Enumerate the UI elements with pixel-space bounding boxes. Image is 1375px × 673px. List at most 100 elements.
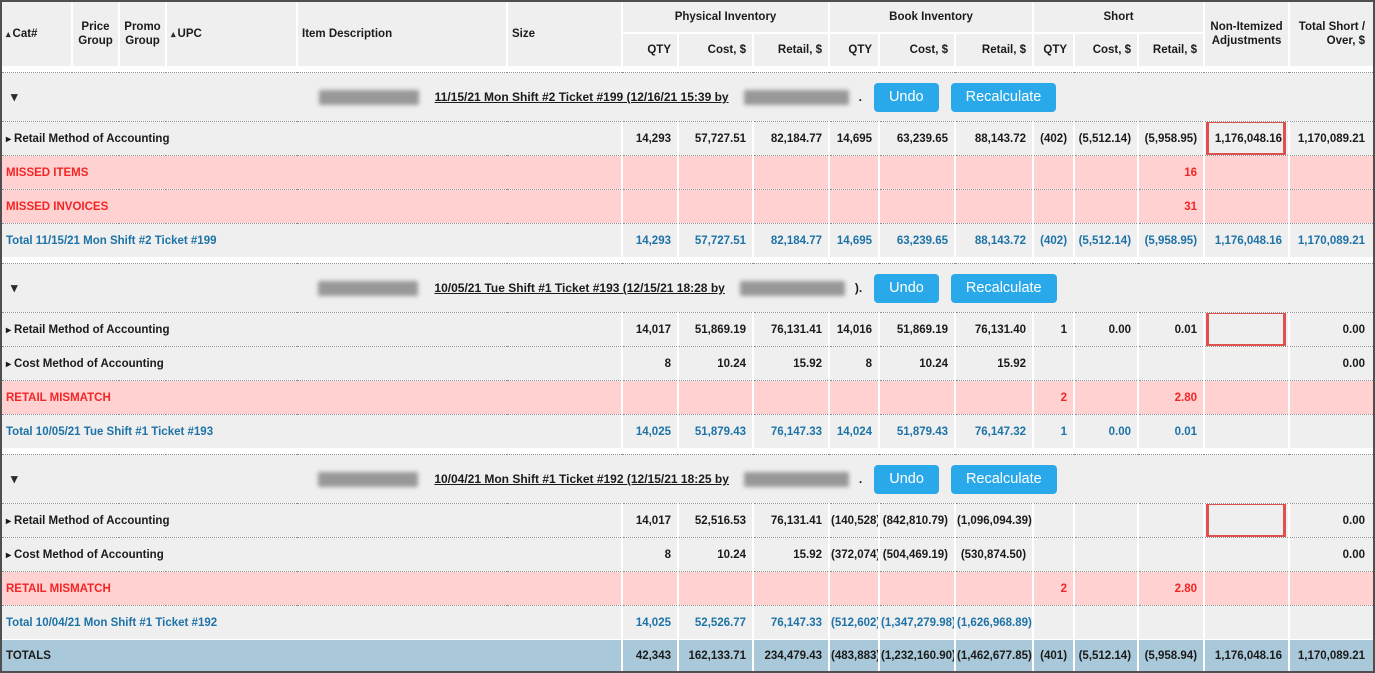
value-cell: [954, 571, 1034, 606]
value-cell: (1,347,279.98): [878, 605, 956, 640]
collapse-section-icon[interactable]: ▾: [11, 280, 18, 295]
value-cell: 76,131.40: [954, 312, 1034, 347]
cell-value: (5,512.14): [1078, 649, 1132, 662]
column-header-upc[interactable]: ▴ UPC: [165, 2, 297, 66]
cell-value: (1,626,968.89): [957, 616, 1032, 629]
group-header-physical-inventory: Physical Inventory: [620, 2, 830, 34]
cell-value: 16: [1184, 166, 1198, 179]
value-cell: 0.01: [1137, 414, 1205, 448]
undo-button[interactable]: Undo: [874, 464, 939, 494]
value-cell: 2.80: [1137, 571, 1205, 606]
value-cell: [1288, 414, 1374, 448]
recalculate-button[interactable]: Recalculate: [950, 273, 1057, 303]
collapse-section-icon[interactable]: ▾: [11, 471, 18, 486]
row-label[interactable]: ▸ Cost Method of Accounting: [2, 346, 622, 381]
value-cell: 2.80: [1137, 380, 1205, 415]
value-cell: 51,869.19: [878, 312, 956, 347]
row-label: RETAIL MISMATCH: [2, 571, 622, 606]
column-header-non-itemized-adjustments: Non-Itemized Adjustments: [1203, 2, 1290, 66]
undo-button[interactable]: Undo: [874, 273, 939, 303]
value-cell: [954, 380, 1034, 415]
value-cell: [621, 571, 678, 606]
section-spacer: [2, 257, 1374, 264]
row-label[interactable]: ▸ Retail Method of Accounting: [2, 121, 622, 156]
value-cell: 57,727.51: [677, 121, 753, 156]
collapse-section-icon[interactable]: ▾: [11, 89, 18, 104]
cell-value: 51,879.43: [694, 425, 746, 438]
cell-value: 52,516.53: [694, 514, 746, 527]
totals-value-cell: 1,170,089.21: [1288, 639, 1374, 671]
ticket-title-link[interactable]: 10/05/21 Tue Shift #1 Ticket #193 (12/15…: [434, 281, 725, 295]
ticket-header-content: 10/04/21 Mon Shift #1 Ticket #192 (12/15…: [3, 456, 1372, 502]
value-cell: [1288, 189, 1374, 224]
expand-row-icon[interactable]: ▸: [6, 133, 12, 145]
value-cell: (5,512.14): [1073, 121, 1139, 156]
expand-row-icon[interactable]: ▸: [6, 324, 12, 336]
value-cell: [1073, 380, 1139, 415]
value-cell: 0.01: [1137, 312, 1205, 347]
totals-label: TOTALS: [2, 639, 622, 671]
value-cell: [751, 571, 830, 606]
value-cell: 10.24: [878, 346, 956, 381]
value-cell: [621, 189, 678, 224]
column-header-cat[interactable]: ▴ Cat#: [2, 2, 72, 66]
row-label[interactable]: ▸ Retail Method of Accounting: [2, 312, 622, 347]
ticket-title-link[interactable]: 10/04/21 Mon Shift #1 Ticket #192 (12/15…: [434, 472, 729, 486]
column-header-short-qty: QTY: [1032, 33, 1075, 66]
value-cell: [1073, 346, 1139, 381]
cell-value: 76,131.40: [974, 323, 1027, 336]
cell-value: (483,883): [831, 649, 880, 662]
cell-value: 14,024: [836, 425, 873, 438]
cell-value: 82,184.77: [770, 234, 823, 247]
value-cell: [828, 155, 880, 190]
recalculate-button[interactable]: Recalculate: [950, 464, 1057, 494]
cell-value: 15.92: [793, 357, 823, 370]
value-cell: [1203, 571, 1290, 606]
column-header-book-qty: QTY: [828, 33, 880, 66]
row-label: MISSED INVOICES: [2, 189, 622, 224]
value-cell: [1137, 346, 1205, 381]
cell-value: 1,176,048.16: [1214, 234, 1283, 247]
value-cell: [751, 189, 830, 224]
value-cell: [1203, 346, 1290, 381]
totals-value-cell: (1,462,677.85): [954, 639, 1034, 671]
highlight-box: [1206, 313, 1287, 347]
value-cell: 31: [1137, 189, 1205, 224]
table-row: ▸ Retail Method of Accounting 14,293 57,727…: [2, 121, 1374, 156]
cell-value: (1,096,094.39): [957, 514, 1032, 527]
table-body: ▾ 11/15/21 Mon Shift #2 Ticket #199 (12/1…: [2, 66, 1374, 671]
value-cell: 10.24: [677, 346, 753, 381]
value-cell: [751, 155, 830, 190]
value-cell: 2: [1032, 571, 1075, 606]
expand-row-icon[interactable]: ▸: [6, 549, 12, 561]
spacer-cell: [2, 257, 1374, 264]
row-label[interactable]: ▸ Retail Method of Accounting: [2, 503, 622, 538]
recalculate-button[interactable]: Recalculate: [950, 82, 1057, 112]
table-row: RETAIL MISMATCH 2 2.80: [2, 380, 1374, 415]
cell-value: 8: [664, 357, 671, 370]
row-label-text: Retail Method of Accounting: [14, 132, 170, 145]
totals-value-cell: (1,232,160.90): [878, 639, 956, 671]
column-header-physical-retail: Retail, $: [751, 33, 830, 66]
redacted-text: [743, 89, 849, 105]
table-row: Total 11/15/21 Mon Shift #2 Ticket #199 1…: [2, 223, 1374, 257]
undo-button[interactable]: Undo: [873, 82, 939, 112]
totals-value-cell: (483,883): [828, 639, 880, 671]
ticket-section-header-cell: ▾ 10/05/21 Tue Shift #1 Ticket #193 (12/1…: [2, 263, 1374, 313]
value-cell: 0.00: [1288, 346, 1374, 381]
value-cell: [954, 189, 1034, 224]
sort-asc-icon: ▴: [6, 28, 11, 39]
value-cell: [1073, 155, 1139, 190]
value-cell: 51,869.19: [677, 312, 753, 347]
cell-value: 76,147.32: [974, 425, 1027, 438]
value-cell: 0.00: [1288, 312, 1374, 347]
expand-row-icon[interactable]: ▸: [6, 358, 12, 370]
expand-row-icon[interactable]: ▸: [6, 515, 12, 527]
value-cell: [1203, 155, 1290, 190]
ticket-title-link[interactable]: 11/15/21 Mon Shift #2 Ticket #199 (12/16…: [434, 90, 729, 104]
value-cell: [1032, 605, 1075, 640]
row-label[interactable]: ▸ Cost Method of Accounting: [2, 537, 622, 572]
table-row: ▸ Retail Method of Accounting 14,017 52,516…: [2, 503, 1374, 538]
row-label-text: Retail Method of Accounting: [14, 323, 170, 336]
